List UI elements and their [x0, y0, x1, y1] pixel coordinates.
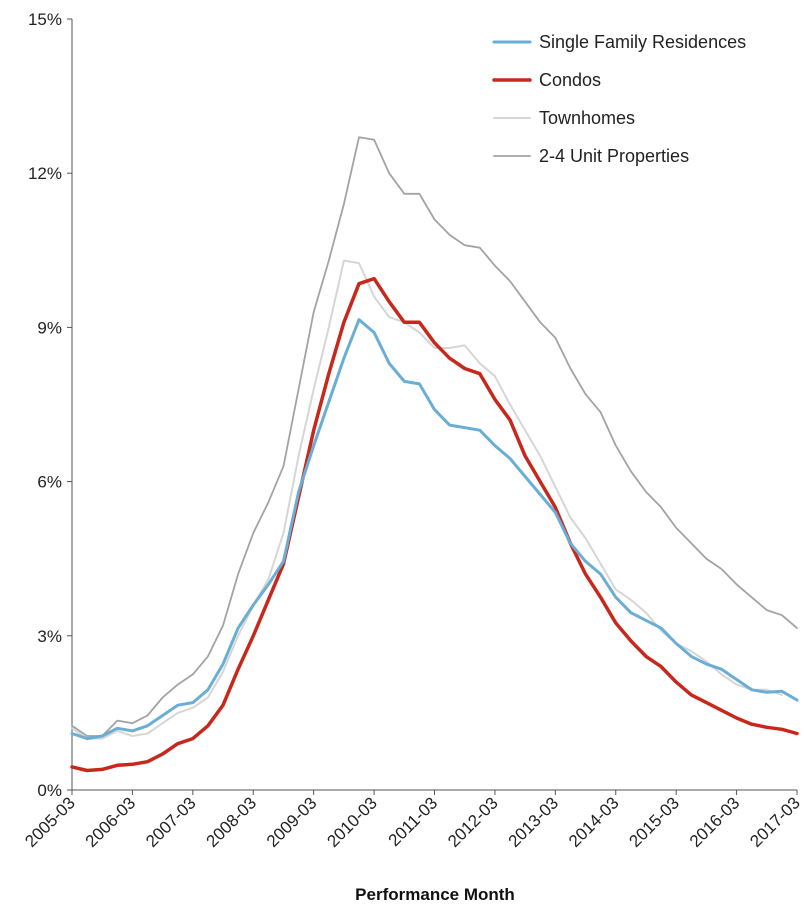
legend-item-single-family-residences: Single Family Residences [492, 32, 746, 52]
x-tick-label: 2014-03 [565, 793, 623, 851]
x-tick-label: 2007-03 [142, 793, 200, 851]
x-tick-label: 2009-03 [263, 793, 321, 851]
x-tick-label: 2017-03 [746, 793, 804, 851]
plot-area [71, 19, 797, 791]
series-layer [70, 136, 799, 773]
x-tick-label: 2008-03 [203, 793, 261, 851]
series-line-single-family-residences [70, 318, 799, 741]
legend-label: Townhomes [539, 108, 635, 128]
series-line-2-4-unit-properties [71, 136, 798, 737]
y-tick-label: 9% [37, 318, 62, 337]
x-tick-label: 2010-03 [323, 793, 381, 851]
x-tick-label: 2016-03 [686, 793, 744, 851]
x-tick-label: 2011-03 [385, 793, 442, 850]
x-tick-label: 2015-03 [625, 793, 683, 851]
x-axis-title: Performance Month [355, 885, 515, 904]
x-tick-label: 2006-03 [82, 793, 140, 851]
x-tick-label: 2013-03 [505, 793, 563, 851]
legend-item-condos: Condos [492, 70, 601, 90]
y-axis: 0% 3% 6% 9% 12% 15% [28, 10, 72, 800]
series-line-condos [70, 276, 799, 773]
series-line-townhomes [71, 259, 783, 740]
y-tick-label: 3% [37, 627, 62, 646]
legend: Single Family Residences Condos Townhomes 2… [492, 32, 746, 166]
x-tick-label: 2012-03 [444, 793, 502, 851]
y-tick-label: 0% [37, 781, 62, 800]
y-tick-label: 15% [28, 10, 62, 29]
y-tick-label: 6% [37, 473, 62, 492]
x-axis: 2005-03 2006-03 2007-03 2008-03 2009-03 2010-… [21, 790, 804, 851]
y-tick-label: 12% [28, 164, 62, 183]
legend-label: Condos [539, 70, 601, 90]
legend-label: 2-4 Unit Properties [539, 146, 689, 166]
legend-item-2-4-unit-properties: 2-4 Unit Properties [493, 146, 689, 166]
x-tick-label: 2005-03 [21, 793, 79, 851]
legend-label: Single Family Residences [539, 32, 746, 52]
legend-item-townhomes: Townhomes [493, 108, 635, 128]
